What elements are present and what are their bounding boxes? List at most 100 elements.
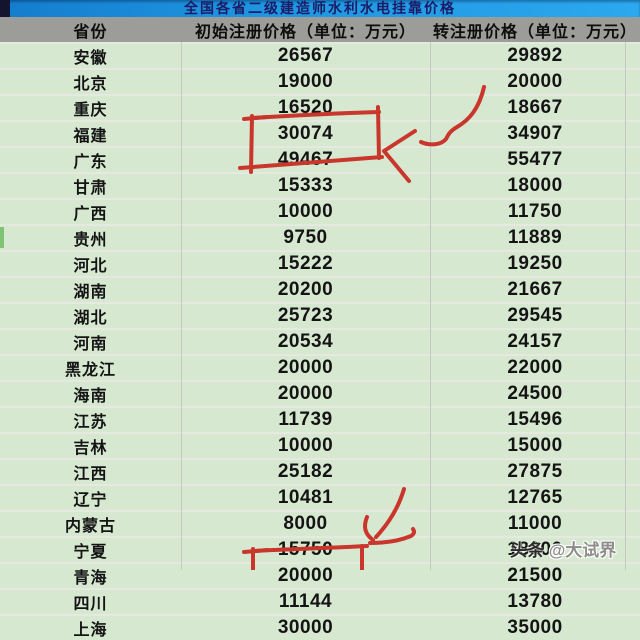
province-cell[interactable]: 江苏 <box>73 414 108 431</box>
table-row: 海南 20000 24500 <box>0 380 640 406</box>
initial-cell[interactable]: 25182 <box>277 461 334 482</box>
province-cell[interactable]: 广西 <box>73 206 108 223</box>
header-initial-price[interactable]: 初始注册价格（单位：万元） <box>194 23 416 41</box>
transfer-cell[interactable]: 18000 <box>507 175 563 196</box>
table-row: 湖南 20200 21667 <box>0 276 640 302</box>
table-row: 湖北 25723 29545 <box>0 302 640 328</box>
watermark-prefix: 头条 <box>510 541 544 560</box>
initial-cell[interactable]: 15333 <box>277 175 334 196</box>
transfer-cell[interactable]: 18667 <box>507 97 563 118</box>
initial-cell[interactable]: 26567 <box>277 45 334 66</box>
transfer-cell[interactable]: 18000 <box>507 539 563 560</box>
column-divider-3 <box>625 42 626 570</box>
column-divider-1 <box>181 42 182 570</box>
transfer-cell[interactable]: 29892 <box>507 45 563 66</box>
table-row: 辽宁 10481 12765 <box>0 484 640 510</box>
initial-cell[interactable]: 10481 <box>277 487 334 508</box>
page-title: 全国各省二级建造师水利水电挂靠价格 <box>184 0 456 16</box>
initial-cell[interactable]: 20000 <box>277 383 334 404</box>
initial-cell[interactable]: 8000 <box>283 513 328 534</box>
table-row: 四川 11144 13780 <box>0 588 640 614</box>
initial-cell[interactable]: 30000 <box>277 617 334 638</box>
initial-cell[interactable]: 11144 <box>278 591 333 612</box>
initial-cell[interactable]: 19000 <box>277 71 334 92</box>
province-cell[interactable]: 辽宁 <box>73 492 108 509</box>
province-cell[interactable]: 北京 <box>73 76 108 93</box>
transfer-cell[interactable]: 22000 <box>507 357 563 378</box>
table-body: 安徽 26567 29892 北京 19000 20000 重庆 16520 18667 福建 30… <box>0 42 640 639</box>
transfer-cell[interactable]: 20000 <box>507 71 563 92</box>
province-cell[interactable]: 广东 <box>73 154 108 171</box>
province-cell[interactable]: 重庆 <box>73 102 108 119</box>
table-row: 福建 30074 34907 <box>0 120 640 146</box>
table-title-bar[interactable]: 全国各省二级建造师水利水电挂靠价格 <box>0 0 640 17</box>
table-row: 江苏 11739 15496 <box>0 406 640 432</box>
initial-cell[interactable]: 10000 <box>277 435 334 456</box>
transfer-cell[interactable]: 11750 <box>507 201 563 222</box>
province-cell[interactable]: 河南 <box>73 336 108 353</box>
province-cell[interactable]: 青海 <box>73 570 108 587</box>
header-province[interactable]: 省份 <box>73 23 108 41</box>
province-cell[interactable]: 吉林 <box>73 440 108 457</box>
initial-cell[interactable]: 15222 <box>277 253 334 274</box>
province-cell[interactable]: 甘肃 <box>73 180 108 197</box>
initial-cell[interactable]: 30074 <box>277 123 334 144</box>
province-cell[interactable]: 上海 <box>73 622 108 639</box>
transfer-cell[interactable]: 24500 <box>507 383 563 404</box>
transfer-cell[interactable]: 13780 <box>507 591 563 612</box>
transfer-cell[interactable]: 11889 <box>507 227 563 248</box>
province-cell[interactable]: 湖南 <box>73 284 108 301</box>
initial-cell[interactable]: 11739 <box>278 409 333 430</box>
province-cell[interactable]: 安徽 <box>73 50 108 67</box>
province-cell[interactable]: 福建 <box>73 128 108 145</box>
initial-cell[interactable]: 20000 <box>277 565 334 586</box>
table-row: 重庆 16520 18667 <box>0 94 640 120</box>
province-cell[interactable]: 江西 <box>73 466 108 483</box>
transfer-cell[interactable]: 55477 <box>507 149 563 170</box>
transfer-cell[interactable]: 34907 <box>507 123 563 144</box>
initial-cell[interactable]: 25723 <box>277 305 334 326</box>
transfer-cell[interactable]: 29545 <box>507 305 563 326</box>
province-cell[interactable]: 贵州 <box>73 232 108 249</box>
transfer-cell[interactable]: 27875 <box>507 461 563 482</box>
transfer-cell[interactable]: 21500 <box>507 565 563 586</box>
initial-cell[interactable]: 20000 <box>277 357 334 378</box>
province-cell[interactable]: 内蒙古 <box>64 518 116 535</box>
table-row: 江西 25182 27875 <box>0 458 640 484</box>
transfer-cell[interactable]: 21667 <box>507 279 563 300</box>
initial-cell[interactable]: 20200 <box>277 279 334 300</box>
initial-cell[interactable]: 16520 <box>277 97 334 118</box>
transfer-cell[interactable]: 24157 <box>507 331 563 352</box>
table-row: 上海 30000 35000 <box>0 614 640 640</box>
transfer-cell[interactable]: 15496 <box>507 409 563 430</box>
province-cell[interactable]: 黑龙江 <box>64 362 116 379</box>
watermark-suffix: @大试界 <box>548 541 617 560</box>
table-header-row: 省份 初始注册价格（单位：万元） 转注册价格（单位：万元） <box>0 17 640 42</box>
table-row: 贵州 9750 11889 <box>0 224 640 250</box>
transfer-cell[interactable]: 11000 <box>507 513 563 534</box>
initial-cell[interactable]: 15750 <box>277 539 334 560</box>
transfer-cell[interactable]: 15000 <box>507 435 563 456</box>
transfer-cell[interactable]: 35000 <box>507 617 563 638</box>
transfer-cell[interactable]: 12765 <box>507 487 563 508</box>
province-cell[interactable]: 湖北 <box>73 310 108 327</box>
initial-cell[interactable]: 9750 <box>283 227 328 248</box>
province-cell[interactable]: 海南 <box>73 388 108 405</box>
initial-cell[interactable]: 10000 <box>277 201 334 222</box>
watermark: 头条 @大试界 <box>510 536 616 561</box>
table-row: 河北 15222 19250 <box>0 250 640 276</box>
table-row: 青海 20000 21500 <box>0 562 640 588</box>
province-cell[interactable]: 宁夏 <box>73 544 108 561</box>
table-row: 广西 10000 11750 <box>0 198 640 224</box>
transfer-cell[interactable]: 19250 <box>507 253 563 274</box>
row-selection-accent <box>0 227 4 248</box>
table-row: 广东 49467 55477 <box>0 146 640 172</box>
initial-cell[interactable]: 20534 <box>277 331 334 352</box>
province-cell[interactable]: 河北 <box>73 258 108 275</box>
initial-cell[interactable]: 49467 <box>277 149 334 170</box>
header-transfer-price[interactable]: 转注册价格（单位：万元） <box>432 23 637 41</box>
province-cell[interactable]: 四川 <box>73 596 108 613</box>
table-row: 内蒙古 8000 11000 <box>0 510 640 536</box>
column-divider-2 <box>430 42 431 570</box>
